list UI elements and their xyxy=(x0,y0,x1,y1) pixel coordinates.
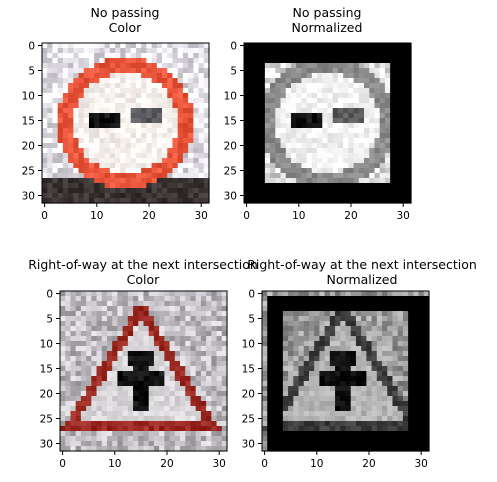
image-pixels xyxy=(244,43,412,204)
y-tick-label: 15 xyxy=(40,364,53,376)
y-tick-label: 20 xyxy=(22,141,35,153)
x-tick-label: 0 xyxy=(59,458,66,470)
y-tick-label: 15 xyxy=(22,116,35,128)
x-tick-label: 20 xyxy=(344,210,357,222)
image-pixels xyxy=(262,291,430,452)
panel-2: Right-of-way at the next intersectionCol… xyxy=(28,257,258,470)
panel-title-line1: No passing xyxy=(293,5,362,20)
x-tick-label: 30 xyxy=(396,210,409,222)
x-tick-label: 20 xyxy=(142,210,155,222)
y-tick-label: 25 xyxy=(242,414,255,426)
x-tick-label: 30 xyxy=(414,458,427,470)
y-tick-label: 15 xyxy=(224,116,237,128)
axes-frame xyxy=(41,42,210,204)
y-tick-label: 10 xyxy=(40,339,53,351)
x-tick-label: 20 xyxy=(362,458,375,470)
panel-title-line1: Right-of-way at the next intersection xyxy=(28,257,258,272)
y-tick-label: 10 xyxy=(22,91,35,103)
y-tick-label: 5 xyxy=(248,314,255,326)
y-tick-label: 20 xyxy=(40,389,53,401)
y-tick-label: 30 xyxy=(224,191,237,203)
x-tick-label: 20 xyxy=(160,458,173,470)
x-tick-label: 30 xyxy=(194,210,207,222)
y-tick-label: 30 xyxy=(22,191,35,203)
y-tick-label: 20 xyxy=(224,141,237,153)
y-tick-label: 10 xyxy=(224,91,237,103)
panel-title-line1: Right-of-way at the next intersection xyxy=(247,257,477,272)
panel-title-line1: No passing xyxy=(91,5,160,20)
y-tick-label: 10 xyxy=(242,339,255,351)
x-tick-label: 10 xyxy=(90,210,103,222)
y-tick-label: 15 xyxy=(242,364,255,376)
y-tick-label: 0 xyxy=(28,41,35,53)
panel-3: Right-of-way at the next intersectionNor… xyxy=(242,257,477,470)
y-tick-label: 0 xyxy=(230,41,237,53)
y-tick-label: 5 xyxy=(230,66,237,78)
x-tick-label: 10 xyxy=(310,458,323,470)
axes-frame xyxy=(59,290,228,452)
image-pixels xyxy=(60,291,228,452)
y-tick-label: 0 xyxy=(248,289,255,301)
x-tick-label: 10 xyxy=(108,458,121,470)
y-tick-label: 25 xyxy=(40,414,53,426)
x-tick-label: 0 xyxy=(41,210,48,222)
panel-title-line2: Normalized xyxy=(327,272,398,287)
y-tick-label: 30 xyxy=(242,439,255,451)
y-tick-label: 30 xyxy=(40,439,53,451)
panel-title-line2: Color xyxy=(109,20,142,35)
panel-title-line2: Normalized xyxy=(292,20,363,35)
y-tick-label: 25 xyxy=(22,166,35,178)
y-tick-label: 20 xyxy=(242,389,255,401)
panel-title-line2: Color xyxy=(127,272,160,287)
y-tick-label: 0 xyxy=(46,289,53,301)
y-tick-label: 5 xyxy=(46,314,53,326)
x-tick-label: 0 xyxy=(261,458,268,470)
y-tick-label: 25 xyxy=(224,166,237,178)
axes-frame xyxy=(261,290,430,452)
image-pixels xyxy=(42,43,210,204)
x-tick-label: 0 xyxy=(243,210,250,222)
y-tick-label: 5 xyxy=(28,66,35,78)
axes-frame xyxy=(243,42,412,204)
x-tick-label: 30 xyxy=(212,458,225,470)
x-tick-label: 10 xyxy=(292,210,305,222)
